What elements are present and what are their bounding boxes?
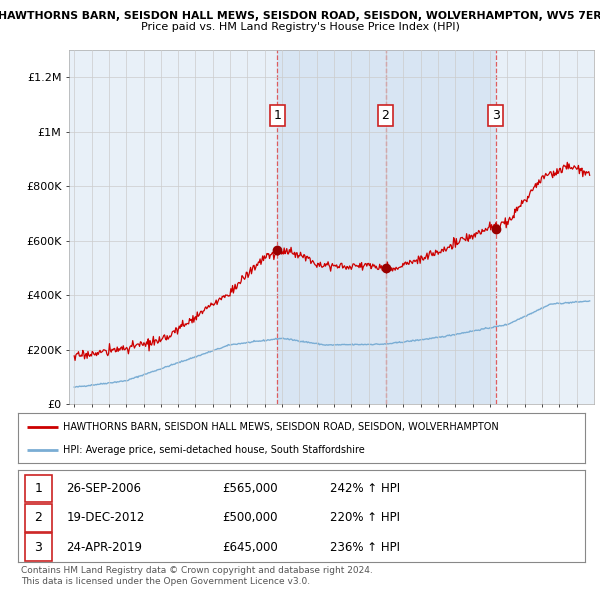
Text: Contains HM Land Registry data © Crown copyright and database right 2024.
This d: Contains HM Land Registry data © Crown c… bbox=[21, 566, 373, 586]
Text: Price paid vs. HM Land Registry's House Price Index (HPI): Price paid vs. HM Land Registry's House … bbox=[140, 22, 460, 32]
Text: 1: 1 bbox=[274, 109, 281, 122]
FancyBboxPatch shape bbox=[25, 504, 52, 532]
Text: 242% ↑ HPI: 242% ↑ HPI bbox=[330, 482, 400, 495]
Text: 220% ↑ HPI: 220% ↑ HPI bbox=[330, 512, 400, 525]
Text: HAWTHORNS BARN, SEISDON HALL MEWS, SEISDON ROAD, SEISDON, WOLVERHAMPTON, WV5 7ER: HAWTHORNS BARN, SEISDON HALL MEWS, SEISD… bbox=[0, 11, 600, 21]
FancyBboxPatch shape bbox=[25, 533, 52, 560]
Text: 19-DEC-2012: 19-DEC-2012 bbox=[66, 512, 145, 525]
Text: 2: 2 bbox=[382, 109, 389, 122]
Text: 236% ↑ HPI: 236% ↑ HPI bbox=[330, 540, 400, 553]
Text: 1: 1 bbox=[34, 482, 43, 495]
Bar bbox=[277, 50, 386, 404]
Text: £645,000: £645,000 bbox=[222, 540, 278, 553]
FancyBboxPatch shape bbox=[25, 475, 52, 502]
Text: 26-SEP-2006: 26-SEP-2006 bbox=[66, 482, 141, 495]
Bar bbox=[386, 50, 496, 404]
Text: 24-APR-2019: 24-APR-2019 bbox=[66, 540, 142, 553]
Text: 2: 2 bbox=[34, 512, 43, 525]
Text: £565,000: £565,000 bbox=[222, 482, 278, 495]
Text: 3: 3 bbox=[34, 540, 43, 553]
Text: HPI: Average price, semi-detached house, South Staffordshire: HPI: Average price, semi-detached house,… bbox=[64, 445, 365, 455]
Text: HAWTHORNS BARN, SEISDON HALL MEWS, SEISDON ROAD, SEISDON, WOLVERHAMPTON: HAWTHORNS BARN, SEISDON HALL MEWS, SEISD… bbox=[64, 421, 499, 431]
Text: 3: 3 bbox=[491, 109, 500, 122]
Text: £500,000: £500,000 bbox=[222, 512, 278, 525]
